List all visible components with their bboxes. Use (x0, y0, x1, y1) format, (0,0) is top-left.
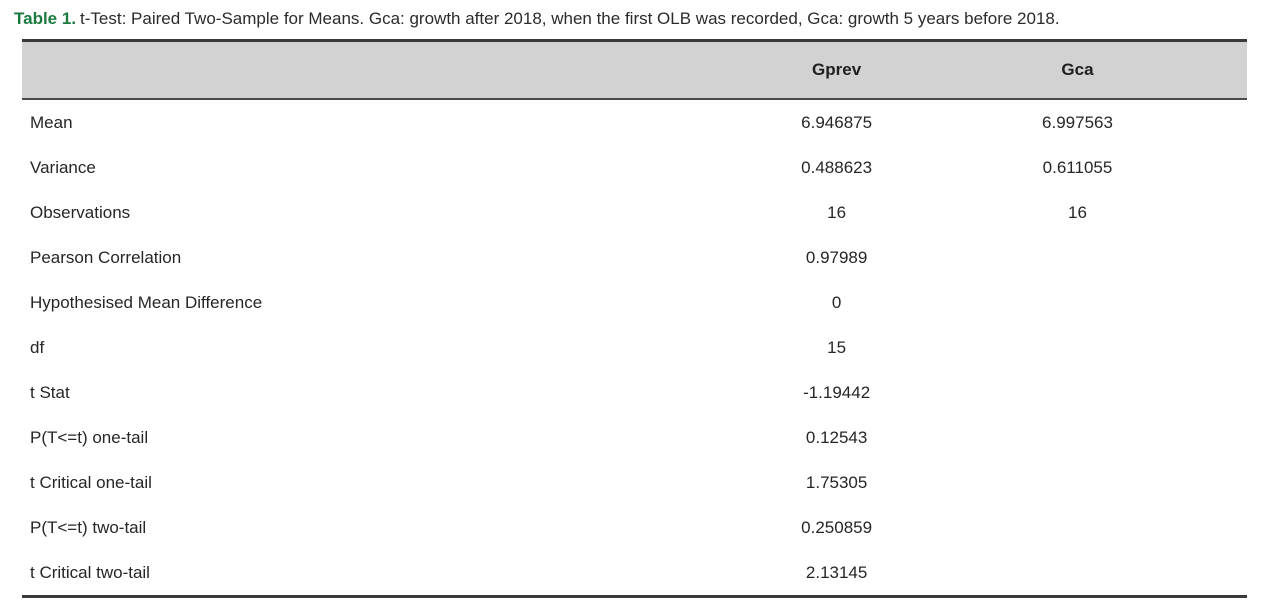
table-row: Hypothesised Mean Difference 0 (22, 280, 1247, 325)
gca-value-cell (953, 280, 1247, 325)
gprev-value-cell: 16 (827, 202, 847, 222)
gca-value-cell (953, 415, 1247, 460)
gprev-value-cell: 0.250859 (801, 517, 873, 537)
gca-value-cell (953, 370, 1247, 415)
gca-value-cell (953, 505, 1247, 550)
gprev-value-cell: 2.13145 (805, 562, 868, 582)
table-row: t Critical two-tail 2.13145 (22, 550, 1247, 597)
table-body: Mean 6.946875 6.997563 Variance 0.488623 0.61… (22, 99, 1247, 597)
gprev-value-cell: 0.488623 (801, 157, 873, 177)
row-label-cell: t Stat (30, 382, 70, 402)
gca-value-cell (953, 550, 1247, 597)
row-label-cell: Pearson Correlation (30, 247, 182, 267)
row-label-cell: Mean (30, 112, 73, 132)
table-row: df 15 (22, 325, 1247, 370)
gca-value-cell (953, 460, 1247, 505)
table-row: Pearson Correlation 0.97989 (22, 235, 1247, 280)
table-caption-text: t-Test: Paired Two-Sample for Means. Gca… (80, 9, 1060, 28)
gprev-value-cell: 1.75305 (805, 472, 868, 492)
gca-value-cell: 16 (1068, 202, 1087, 222)
row-label-cell: Observations (30, 202, 131, 222)
gca-value-cell (953, 325, 1247, 370)
header-cell-gprev: Gprev (812, 60, 862, 79)
ttest-results-table: Gprev Gca Mean 6.946875 6.997563 Variance 0.… (22, 39, 1247, 598)
row-label-cell: t Critical one-tail (30, 472, 152, 492)
table-row: Variance 0.488623 0.611055 (22, 145, 1247, 190)
table-row: Mean 6.946875 6.997563 (22, 99, 1247, 145)
table-row: P(T<=t) one-tail 0.12543 (22, 415, 1247, 460)
table-row: t Critical one-tail 1.75305 (22, 460, 1247, 505)
header-cell-gca: Gca (1061, 60, 1094, 79)
row-label-cell: P(T<=t) two-tail (30, 517, 147, 537)
table-row: P(T<=t) two-tail 0.250859 (22, 505, 1247, 550)
gprev-value-cell: 0.97989 (805, 247, 868, 267)
gprev-value-cell: 6.946875 (801, 112, 873, 132)
row-label-cell: df (30, 337, 45, 357)
table-row: t Stat -1.19442 (22, 370, 1247, 415)
gprev-value-cell: 0 (831, 292, 842, 312)
table-header-row: Gprev Gca (22, 40, 1247, 100)
header-cell-statistic (22, 41, 720, 100)
row-label-cell: P(T<=t) one-tail (30, 427, 149, 447)
gca-value-cell: 0.611055 (1042, 157, 1113, 177)
gca-value-cell: 6.997563 (1042, 112, 1113, 132)
table-caption-label: Table 1. (14, 9, 77, 28)
gca-value-cell (953, 235, 1247, 280)
table-row: Observations 16 16 (22, 190, 1247, 235)
row-label-cell: t Critical two-tail (30, 562, 150, 582)
gprev-value-cell: -1.19442 (803, 382, 871, 402)
row-label-cell: Hypothesised Mean Difference (30, 292, 263, 312)
gprev-value-cell: 15 (827, 337, 847, 357)
gprev-value-cell: 0.12543 (805, 427, 868, 447)
row-label-cell: Variance (30, 157, 96, 177)
table-caption: Table 1. t-Test: Paired Two-Sample for Me… (14, 7, 1257, 30)
